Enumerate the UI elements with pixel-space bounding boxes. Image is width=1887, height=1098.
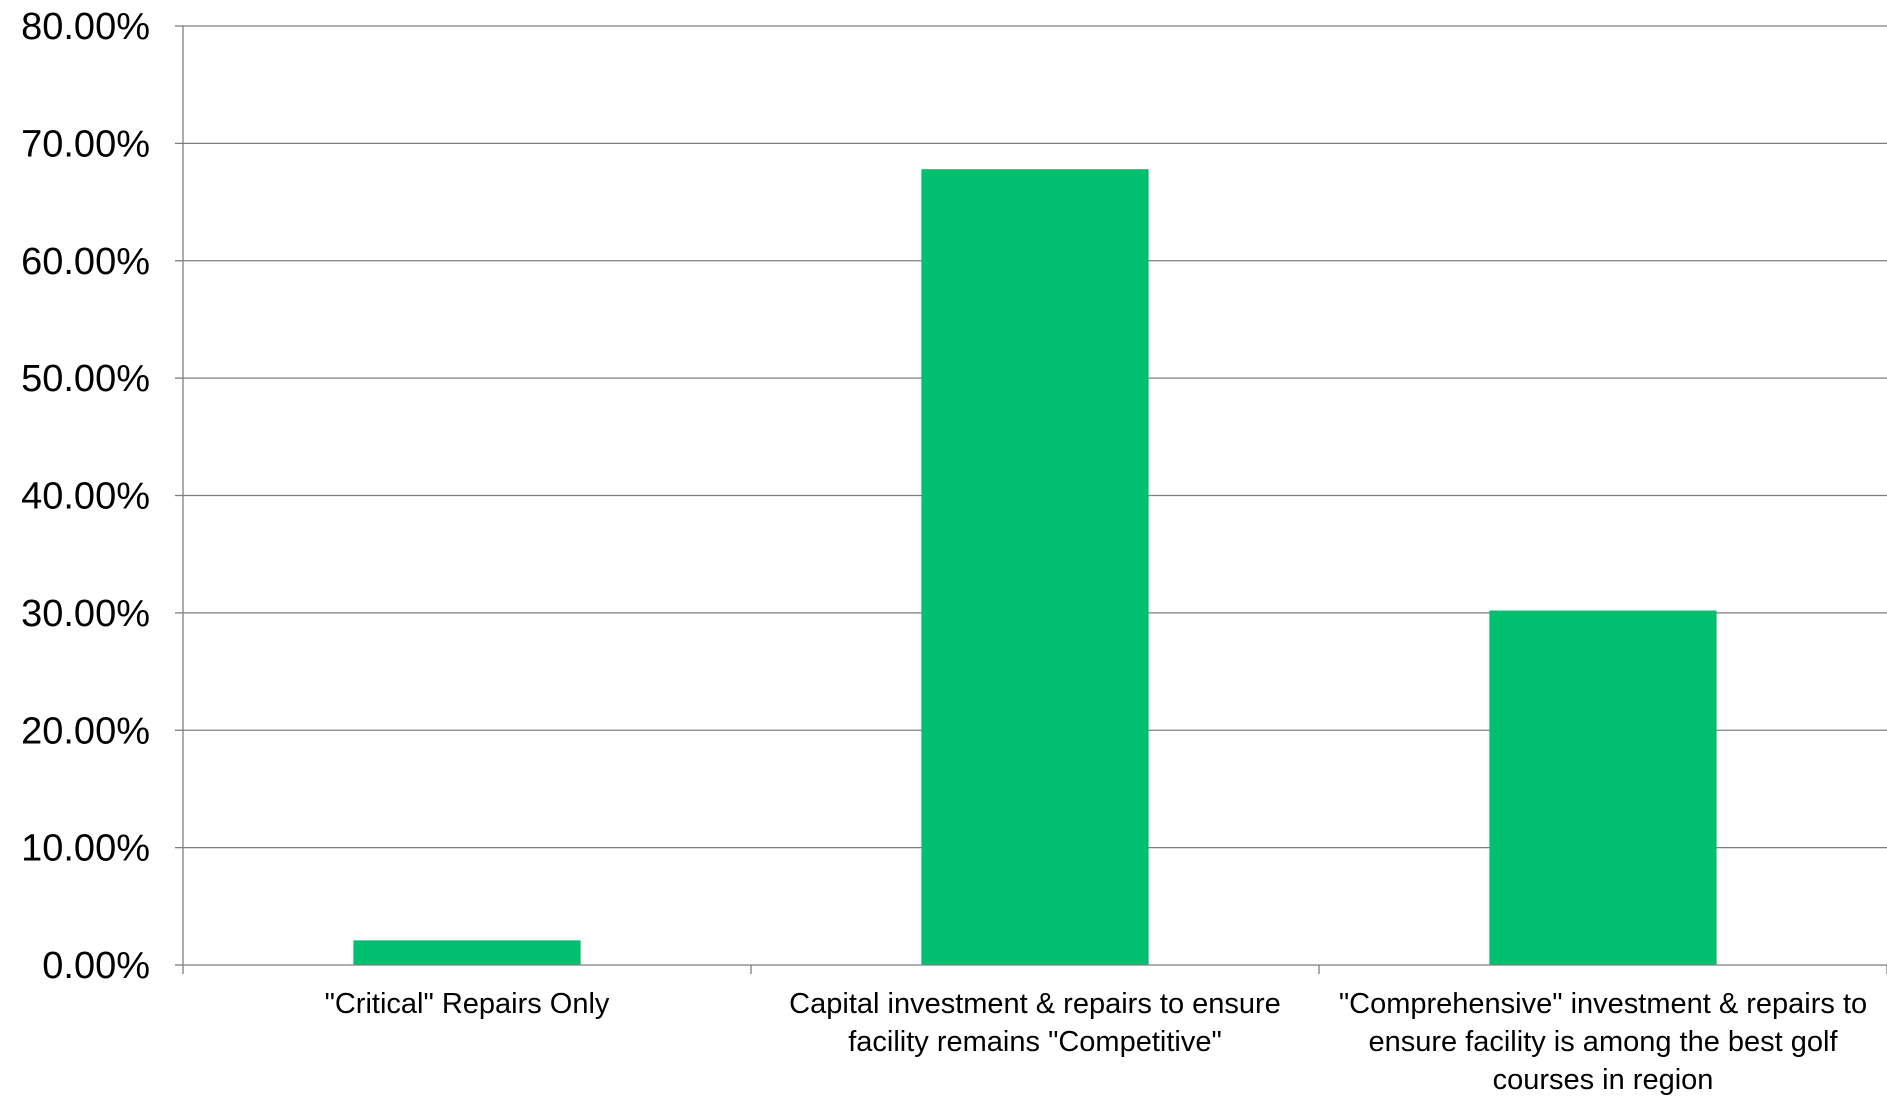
x-tick-label: Capital investment & repairs to ensure fa…	[789, 988, 1281, 1058]
y-tick-label: 40.00%	[21, 476, 150, 518]
y-tick-label: 60.00%	[21, 241, 150, 283]
bar	[353, 940, 581, 965]
y-axis-tick-labels: 0.00% 10.00% 20.00% 30.00% 40.00% 50.00% 60.00…	[21, 6, 150, 987]
bars	[353, 169, 1717, 965]
y-tick-label: 0.00%	[42, 945, 150, 987]
y-tick-label: 50.00%	[21, 358, 150, 400]
y-tick-label: 10.00%	[21, 828, 150, 870]
y-tick-label: 20.00%	[21, 710, 150, 752]
y-tick-label: 80.00%	[21, 6, 150, 48]
axes	[175, 25, 1887, 974]
bar	[921, 169, 1149, 965]
x-axis-tick-labels: "Critical" Repairs Only Capital investmen…	[325, 988, 1868, 1096]
y-tick-label: 30.00%	[21, 593, 150, 635]
x-tick-label: "Comprehensive" investment & repairs to e…	[1339, 988, 1867, 1096]
bar	[1489, 610, 1717, 965]
y-tick-label: 70.00%	[21, 123, 150, 165]
x-tick-label: "Critical" Repairs Only	[325, 988, 610, 1020]
